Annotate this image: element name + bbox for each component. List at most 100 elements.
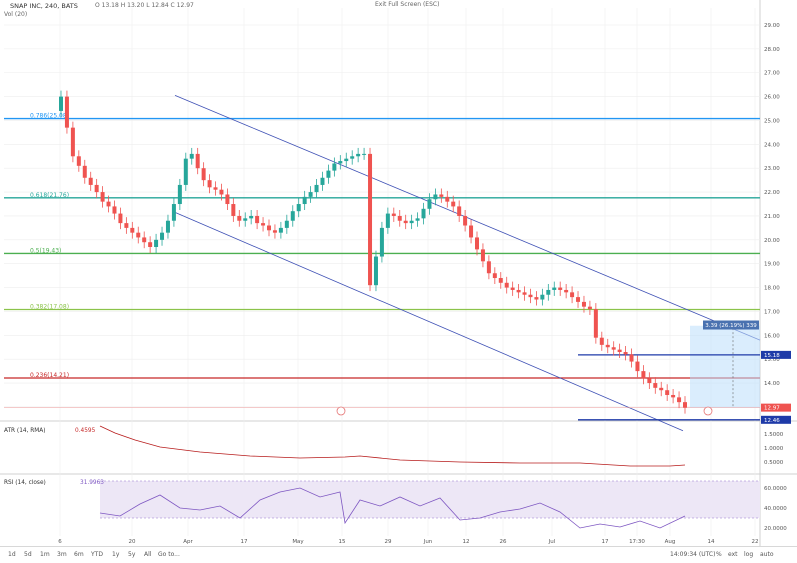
range-5y[interactable]: 5y <box>128 551 136 558</box>
candle-body <box>504 282 509 288</box>
candle-body <box>564 289 569 293</box>
range-5d[interactable]: 5d <box>24 551 32 558</box>
candle-body <box>344 158 349 162</box>
candle-body <box>635 361 640 372</box>
atr-title: ATR (14, RMA) <box>4 428 46 434</box>
candle-body <box>605 344 610 348</box>
atr-line <box>99 425 686 467</box>
x-tick-label: Apr <box>183 539 193 545</box>
price-tag-label: 15.18 <box>764 353 780 359</box>
candle-body <box>623 352 628 355</box>
symbol-title[interactable]: SNAP INC, 240, BATS <box>10 2 78 10</box>
range-all[interactable]: All <box>144 551 152 558</box>
y-axis-label: 25.00 <box>764 118 780 124</box>
x-tick-label: Jun <box>423 539 433 545</box>
candle-body <box>475 237 479 250</box>
candle-body <box>82 165 87 178</box>
x-tick-label: May <box>292 539 304 545</box>
x-tick-label: 22 <box>752 539 759 545</box>
range-3m[interactable]: 3m <box>57 551 67 558</box>
candle-body <box>249 215 254 219</box>
candle-body <box>593 309 598 338</box>
x-tick-label: 17 <box>241 539 248 545</box>
candle-body <box>106 201 111 207</box>
price-tag-bg <box>761 350 791 359</box>
price-chart[interactable]: 29.00 28.00 27.00 26.00 25.00 24.00 23.00 22.00… <box>0 0 797 546</box>
y-axis-label: 27.00 <box>764 71 780 77</box>
rsi-title: RSI (14, close) <box>4 480 46 486</box>
candle-body <box>552 287 557 290</box>
candle-body <box>683 402 687 408</box>
candle-body <box>261 223 266 226</box>
measure-label-bg <box>703 320 759 330</box>
range-6m[interactable]: 6m <box>74 551 84 558</box>
candle-body <box>457 206 462 216</box>
range-1m[interactable]: 1m <box>40 551 50 558</box>
candle-body <box>534 297 539 300</box>
candle-body <box>302 196 307 205</box>
candle-body <box>409 220 414 224</box>
volume-indicator-label[interactable]: Vol (20) <box>4 11 28 18</box>
candle-body <box>492 273 497 279</box>
candle-body <box>171 204 176 221</box>
candle-body <box>451 201 456 207</box>
candle-body <box>379 227 384 257</box>
y-axis-label: 15.00 <box>764 357 780 363</box>
candle-body <box>332 163 337 171</box>
toggle-percent[interactable]: % <box>716 551 722 558</box>
candle-body <box>653 383 658 388</box>
y-axis-label: 23.00 <box>764 166 780 172</box>
candle-body <box>397 215 402 221</box>
candle-body <box>189 153 194 159</box>
x-tick-label: 17 <box>602 539 609 545</box>
atr-y-label: 1.0000 <box>764 446 784 452</box>
fib-level-label: 0.618(21.76) <box>30 192 69 199</box>
candle-body <box>219 189 224 195</box>
x-tick-label: 15 <box>339 539 346 545</box>
price-tag-label: 12.97 <box>764 406 780 412</box>
candle-body <box>581 301 586 307</box>
y-axis-label: 26.00 <box>764 95 780 101</box>
candle-body <box>522 292 527 295</box>
candle-body <box>362 153 367 155</box>
goto-button[interactable]: Go to... <box>158 551 180 558</box>
candle-body <box>558 287 563 290</box>
candle-body <box>177 184 182 205</box>
candle-body <box>611 347 616 350</box>
candle-body <box>154 239 159 247</box>
x-tick-label: 6 <box>58 539 62 545</box>
candle-body <box>278 227 283 233</box>
x-tick-label: 20 <box>129 539 136 545</box>
price-tag-bg <box>761 403 791 412</box>
rsi-y-label: 20.0000 <box>764 526 787 532</box>
candle-body <box>76 156 81 166</box>
range-1y[interactable]: 1y <box>112 551 120 558</box>
toggle-log[interactable]: log <box>744 551 754 558</box>
range-1d[interactable]: 1d <box>8 551 16 558</box>
candle-body <box>480 249 485 262</box>
toggle-auto[interactable]: auto <box>760 551 774 558</box>
y-axis-label: 22.00 <box>764 190 780 196</box>
candle-body <box>391 213 396 216</box>
exit-fullscreen-button[interactable]: Exit Full Screen (ESC) <box>375 1 440 8</box>
measure-label: 3.39 (26.19%) 339 <box>705 323 757 329</box>
channel-upper-line <box>174 95 761 341</box>
range-ytd[interactable]: YTD <box>91 551 103 558</box>
candle-body <box>148 242 153 247</box>
candle-body <box>617 349 622 353</box>
candle-body <box>142 237 147 243</box>
toggle-ext[interactable]: ext <box>728 551 738 558</box>
candle-body <box>243 218 248 221</box>
candle-body <box>160 232 165 240</box>
x-tick-label: 29 <box>385 539 392 545</box>
candle-body <box>659 387 664 391</box>
candle-body <box>469 225 474 238</box>
candle-body <box>510 287 515 290</box>
candle-body <box>296 204 301 212</box>
candle-body <box>272 230 277 233</box>
y-axis-label: 18.00 <box>764 286 780 292</box>
candle-body <box>599 337 604 345</box>
candle-body <box>427 199 432 209</box>
candle-body <box>641 371 646 379</box>
candle-body <box>59 96 63 111</box>
